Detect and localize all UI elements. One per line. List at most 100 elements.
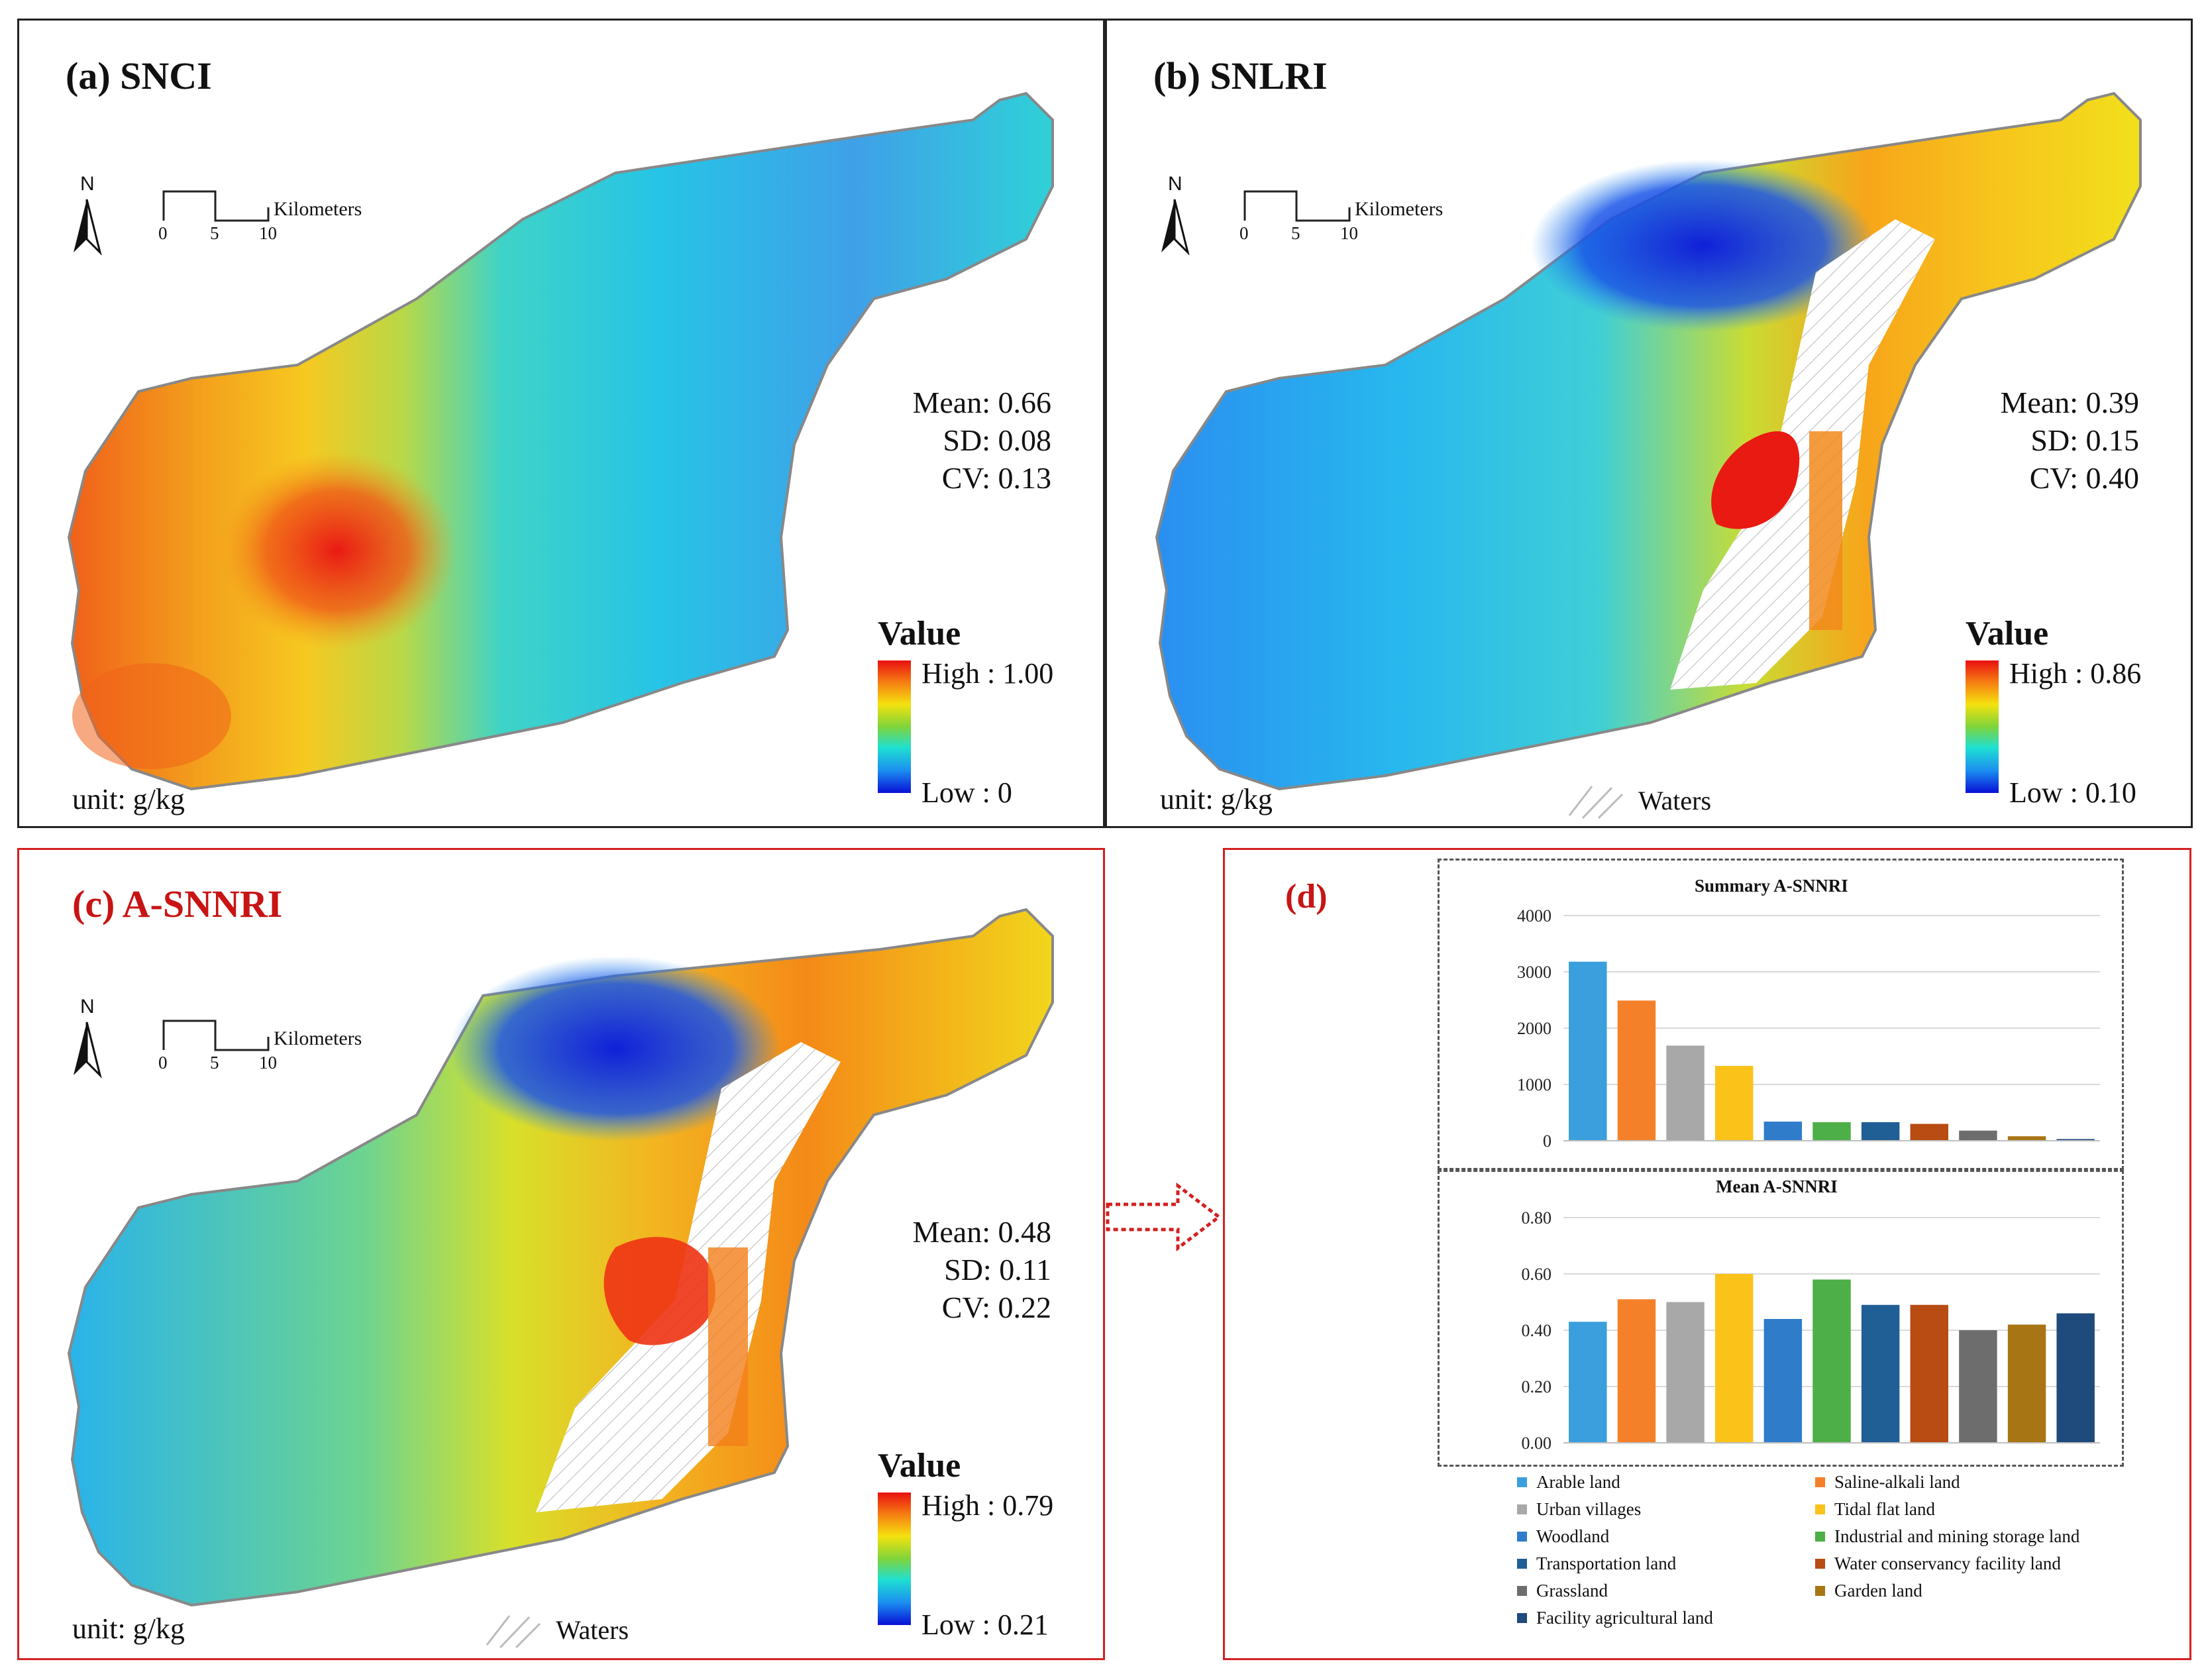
stat-mean: Mean: 0.39 bbox=[2000, 386, 2139, 419]
stat-sd: SD: 0.08 bbox=[943, 423, 1051, 457]
scale-units: Kilometers bbox=[274, 198, 362, 220]
mean-bar-chart: 0.00 0.20 0.40 0.60 0.80 bbox=[1522, 1208, 2100, 1453]
stat-mean: Mean: 0.48 bbox=[912, 1215, 1051, 1249]
stats-a: Mean: 0.66 SD: 0.08 CV: 0.13 bbox=[912, 384, 1051, 497]
hotspot-b bbox=[1711, 431, 1800, 529]
waters-label: Waters bbox=[556, 1615, 629, 1645]
legend-label: Grassland bbox=[1536, 1581, 1608, 1601]
stats-b: Mean: 0.39 SD: 0.15 CV: 0.40 bbox=[2000, 384, 2139, 497]
stats-c: Mean: 0.48 SD: 0.11 CV: 0.22 bbox=[912, 1213, 1051, 1326]
scale-units: Kilometers bbox=[274, 1027, 362, 1049]
scale-bar-c: Kilometers 0 5 10 bbox=[158, 1020, 401, 1073]
legend-label: Water conservancy facility land bbox=[1834, 1553, 2061, 1573]
panel-c: (c) A-SNNRI N Kilometers 0 5 10 Mean: 0.… bbox=[17, 848, 1105, 1660]
legend-item: Woodland bbox=[1517, 1526, 1609, 1547]
legend-label: Industrial and mining storage land bbox=[1834, 1526, 2080, 1546]
y-tick-label: 2000 bbox=[1517, 1019, 1551, 1038]
bar-industrial-and-mining-storage-land bbox=[1812, 1279, 1851, 1443]
bar-grassland bbox=[1959, 1330, 1997, 1443]
north-label: N bbox=[80, 996, 95, 1018]
legend-label: Tidal flat land bbox=[1834, 1499, 1935, 1519]
scale-tick-10: 10 bbox=[259, 1053, 277, 1073]
bar-arable-land bbox=[1569, 961, 1607, 1141]
scale-tick-0: 0 bbox=[158, 223, 168, 243]
north-label: N bbox=[1168, 173, 1182, 195]
waters-legend-b: Waters bbox=[1565, 782, 1751, 822]
panel-a: (a) SNCI N Kilometers 0 5 10 Mean: 0.66 … bbox=[17, 19, 1105, 828]
legend-item: Water conservancy facility land bbox=[1815, 1553, 2061, 1574]
legend-label: Saline-alkali land bbox=[1834, 1472, 1960, 1492]
y-tick-label: 0.40 bbox=[1522, 1321, 1552, 1340]
legend-title: Value bbox=[878, 615, 961, 653]
legend-item: Industrial and mining storage land bbox=[1815, 1526, 2079, 1547]
y-tick-label: 3000 bbox=[1517, 963, 1551, 982]
dotted-arrow-icon bbox=[1106, 1182, 1222, 1252]
legend-swatch bbox=[1815, 1477, 1825, 1487]
bar-saline-alkali-land bbox=[1617, 1000, 1656, 1141]
legend-label: Transportation land bbox=[1536, 1553, 1677, 1573]
panel-d bbox=[1223, 848, 2191, 1660]
legend-b: Value High : 0.86 Low : 0.10 bbox=[1966, 614, 2184, 809]
bar-water-conservancy-facility-land bbox=[1910, 1124, 1948, 1141]
map-snlri bbox=[1155, 91, 2142, 791]
scale-tick-0: 0 bbox=[1239, 223, 1249, 243]
unit-label-b: unit: g/kg bbox=[1160, 783, 1273, 815]
scale-tick-5: 5 bbox=[210, 1053, 219, 1073]
legend-title: Value bbox=[1966, 615, 2049, 653]
y-tick-label: 0.60 bbox=[1522, 1265, 1552, 1284]
color-ramp bbox=[878, 1493, 911, 1625]
unit-label-a: unit: g/kg bbox=[72, 783, 185, 815]
panel-a-title: (a) SNCI bbox=[66, 54, 212, 97]
scale-bar-a: Kilometers 0 5 10 bbox=[158, 190, 401, 243]
bar-transportation-land bbox=[1861, 1122, 1900, 1141]
bar-water-conservancy-facility-land bbox=[1910, 1304, 1948, 1443]
y-tick-label: 4000 bbox=[1517, 906, 1551, 925]
legend-item: Garden land bbox=[1815, 1581, 1922, 1601]
waters-hatch-icon bbox=[486, 1615, 541, 1649]
stat-cv: CV: 0.13 bbox=[941, 461, 1051, 495]
mean-chart-box bbox=[1438, 1170, 2124, 1467]
legend-high: High : 1.00 bbox=[921, 657, 1054, 690]
legend-label: Facility agricultural land bbox=[1536, 1608, 1713, 1628]
low-zone-c bbox=[450, 956, 781, 1141]
legend-swatch bbox=[1517, 1477, 1527, 1487]
bar-grassland bbox=[1959, 1130, 1997, 1141]
y-tick-label: 0.00 bbox=[1522, 1434, 1552, 1453]
color-ramp bbox=[878, 660, 911, 793]
legend-label: Woodland bbox=[1536, 1526, 1610, 1546]
legend-item: Saline-alkali land bbox=[1815, 1472, 1960, 1493]
panel-c-title: (c) A-SNNRI bbox=[72, 882, 283, 925]
low-zone-b bbox=[1531, 160, 1875, 332]
legend-swatch bbox=[1815, 1559, 1825, 1569]
panel-d-label: (d) bbox=[1285, 878, 1328, 916]
legend-swatch bbox=[1815, 1586, 1825, 1596]
north-arrow-icon bbox=[74, 1022, 102, 1078]
legend-item: Tidal flat land bbox=[1815, 1499, 1935, 1520]
legend-item: Arable land bbox=[1517, 1472, 1620, 1493]
legend-high: High : 0.86 bbox=[2009, 657, 2142, 690]
legend-title: Value bbox=[878, 1447, 961, 1485]
bar-arable-land bbox=[1569, 1322, 1607, 1443]
bar-facility-agricultural-land bbox=[2056, 1313, 2095, 1443]
legend-c: Value High : 0.79 Low : 0.21 bbox=[878, 1446, 1096, 1641]
color-ramp bbox=[1966, 660, 1999, 793]
bar-transportation-land bbox=[1861, 1304, 1900, 1443]
y-tick-label: 0.20 bbox=[1522, 1377, 1552, 1396]
legend-label: Arable land bbox=[1536, 1472, 1620, 1492]
scale-tick-5: 5 bbox=[1291, 223, 1300, 243]
scale-bar-icon bbox=[162, 190, 270, 222]
scale-tick-5: 5 bbox=[210, 223, 219, 243]
bar-industrial-and-mining-storage-land bbox=[1812, 1122, 1851, 1141]
orange-band-b bbox=[1809, 431, 1842, 630]
north-arrow-c: N bbox=[66, 996, 112, 1082]
mean-chart-title: Mean A-SNNRI bbox=[1716, 1177, 1838, 1196]
coast-orange-a bbox=[72, 663, 231, 769]
panel-b-title: (b) SNLRI bbox=[1153, 54, 1328, 97]
legend-swatch bbox=[1815, 1504, 1825, 1514]
north-arrow-a: N bbox=[66, 173, 112, 259]
bar-garden-land bbox=[2007, 1136, 2046, 1141]
hotspot-a bbox=[218, 451, 456, 650]
scale-bar-b: Kilometers 0 5 10 bbox=[1239, 190, 1482, 243]
summary-chart-box bbox=[1438, 859, 2124, 1170]
legend-low: Low : 0 bbox=[921, 776, 1012, 809]
